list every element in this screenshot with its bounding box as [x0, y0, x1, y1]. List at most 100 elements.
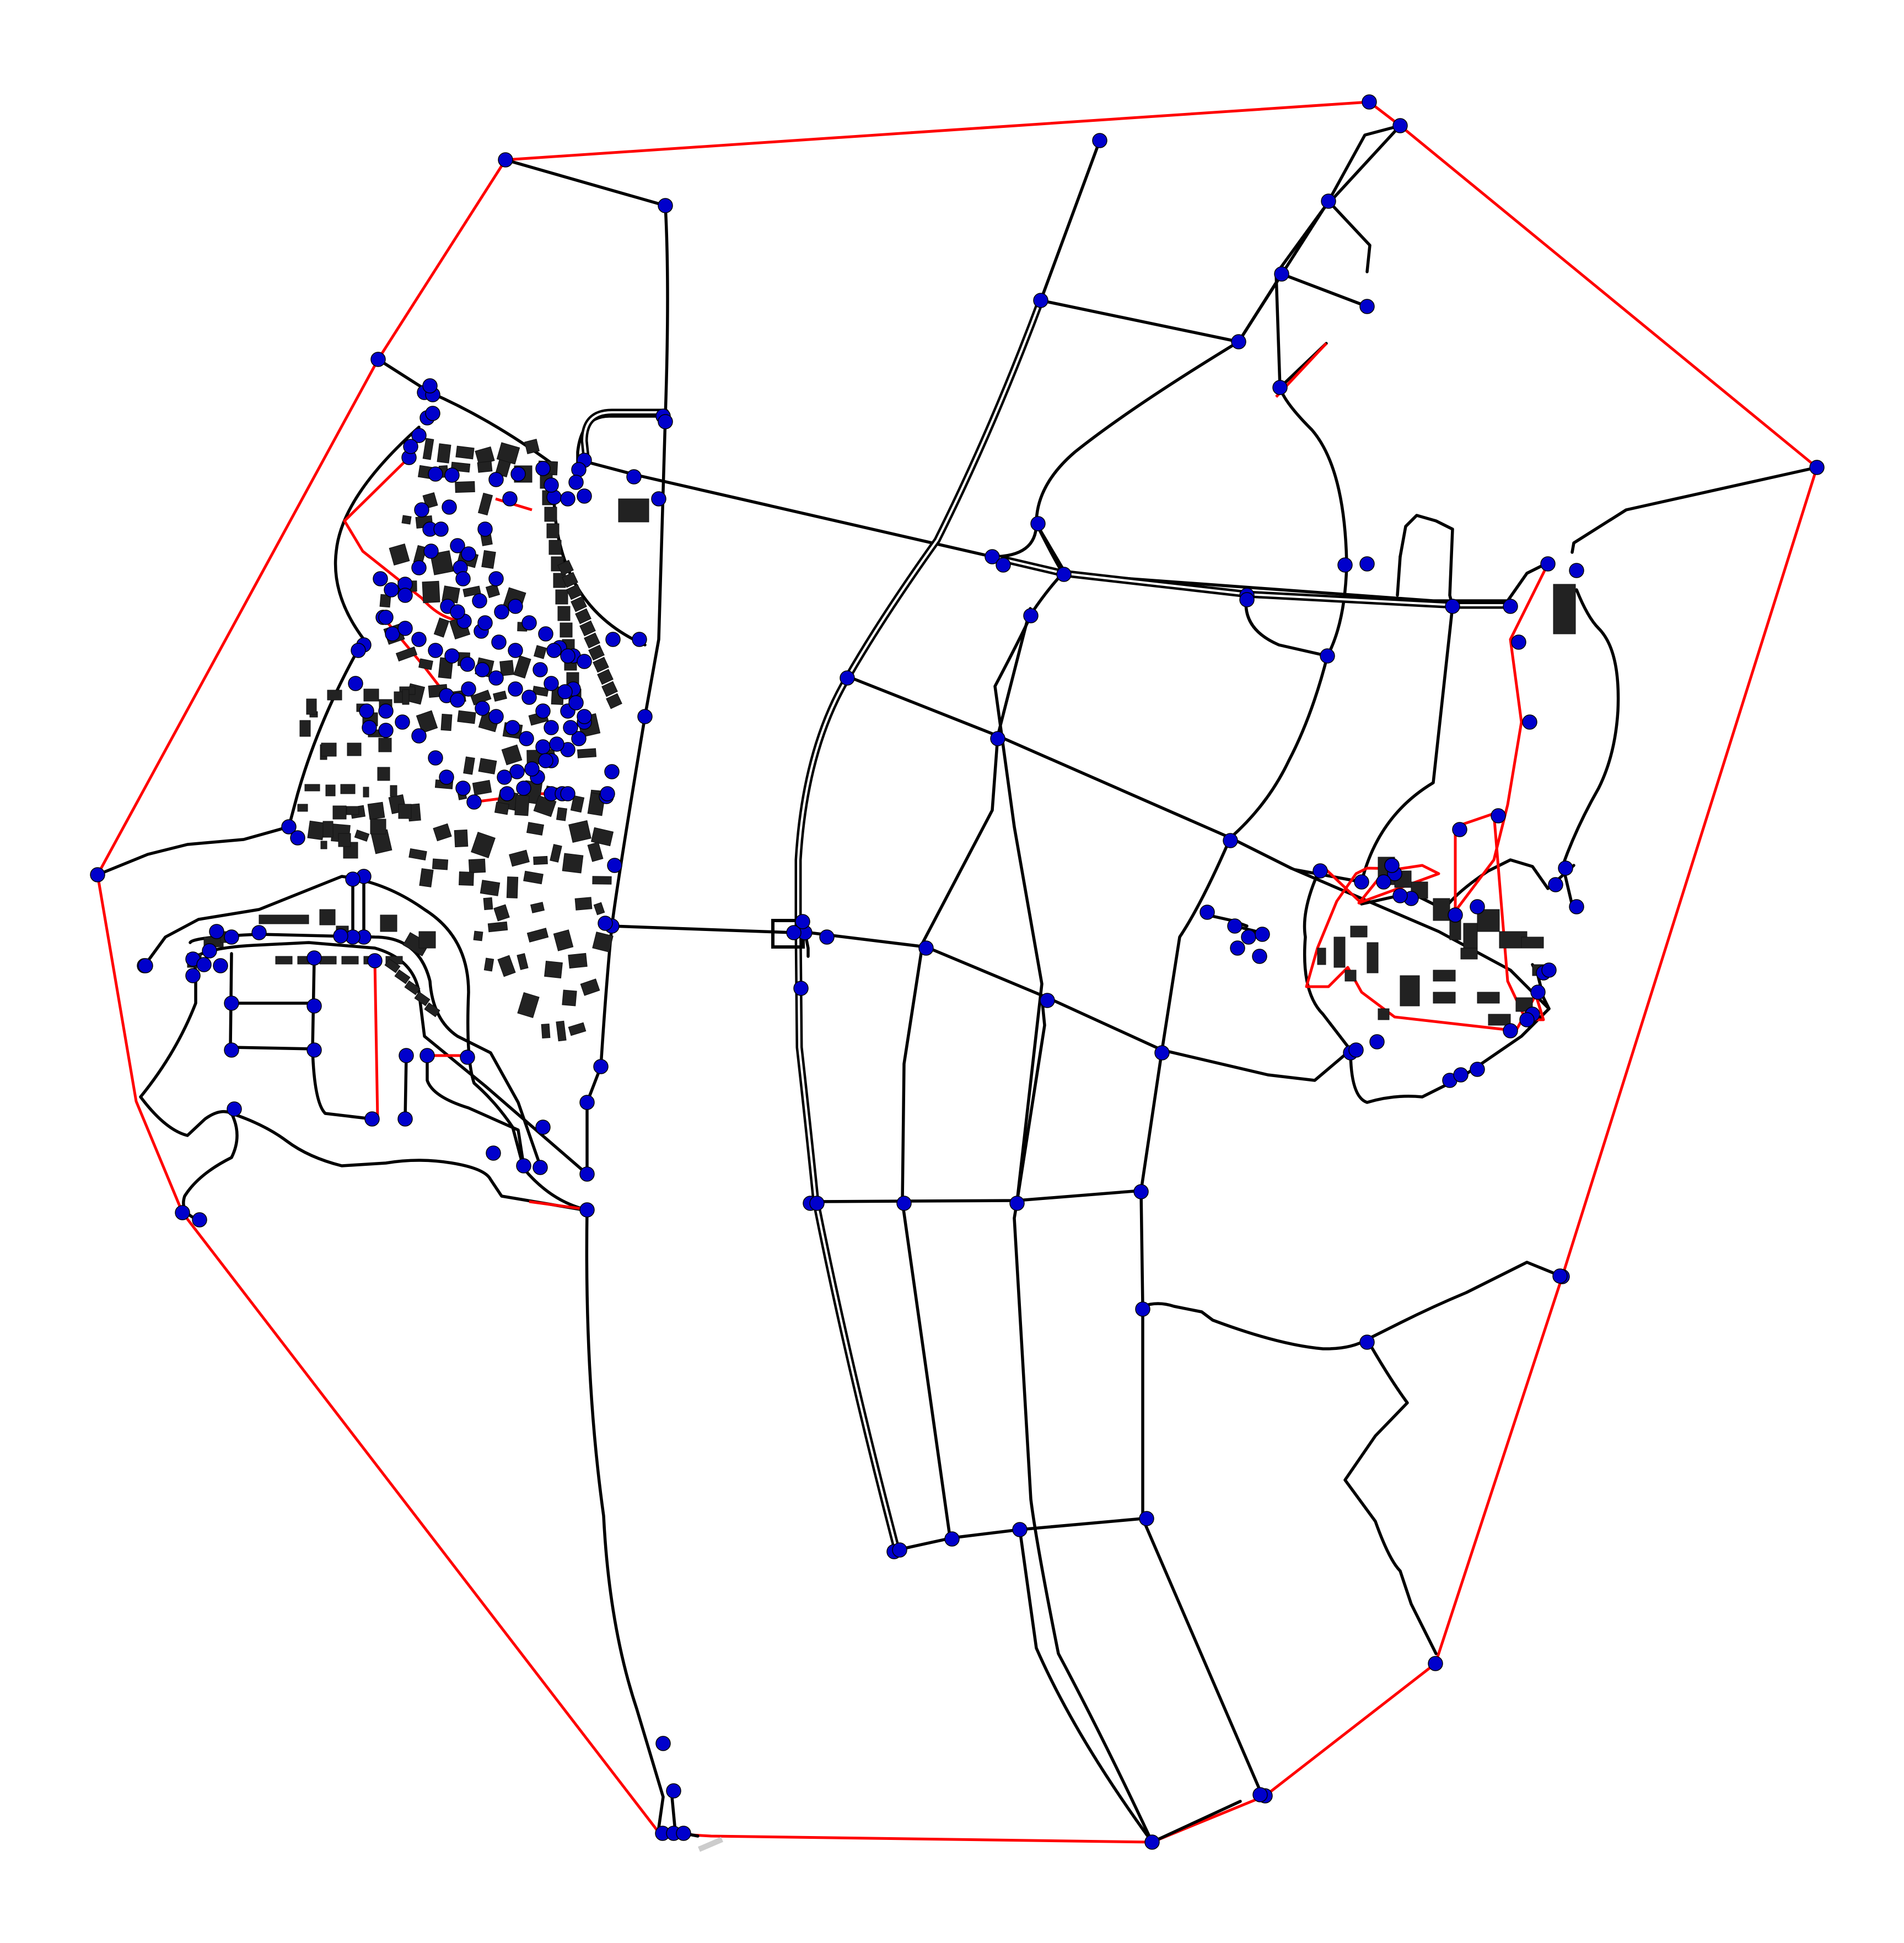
road — [504, 158, 669, 418]
road — [1396, 555, 1402, 597]
node — [516, 1158, 531, 1174]
node — [425, 406, 440, 421]
node — [571, 462, 587, 477]
building — [506, 876, 519, 898]
building — [588, 644, 605, 661]
building — [493, 690, 507, 702]
building — [560, 622, 573, 638]
building — [473, 930, 483, 941]
node — [1569, 899, 1584, 914]
node — [428, 643, 443, 658]
node — [397, 621, 413, 636]
road — [1327, 200, 1371, 273]
road — [1035, 522, 1066, 572]
building — [541, 1024, 551, 1038]
node — [502, 491, 518, 507]
node — [577, 654, 592, 669]
node — [138, 958, 153, 973]
node — [1448, 907, 1463, 923]
node — [598, 916, 613, 931]
road — [901, 607, 1032, 1534]
building — [546, 523, 560, 539]
node — [1239, 592, 1255, 607]
building — [523, 870, 544, 885]
node — [535, 739, 551, 755]
node — [399, 1048, 414, 1063]
node — [486, 1145, 501, 1161]
node — [892, 1542, 907, 1558]
node — [460, 656, 475, 672]
node — [509, 764, 525, 779]
node — [348, 676, 363, 691]
building — [471, 832, 496, 858]
building — [509, 849, 530, 867]
node — [196, 957, 212, 972]
node — [533, 662, 548, 677]
building — [390, 785, 397, 797]
node — [1428, 1656, 1443, 1671]
building — [584, 632, 600, 649]
node — [351, 643, 366, 658]
node — [996, 557, 1011, 573]
building — [414, 991, 431, 1007]
building — [402, 689, 410, 705]
road — [1139, 386, 1348, 1797]
node — [461, 681, 476, 697]
node — [362, 720, 377, 735]
node — [533, 1160, 548, 1175]
building — [419, 868, 434, 887]
node — [546, 643, 562, 658]
building-layer — [187, 438, 1576, 1042]
building — [422, 438, 434, 460]
building — [593, 902, 605, 916]
node — [508, 681, 523, 697]
node — [422, 378, 438, 394]
building — [401, 515, 412, 525]
node — [185, 968, 201, 983]
node — [1354, 874, 1369, 890]
building — [477, 461, 493, 473]
node — [655, 1736, 671, 1751]
building — [327, 690, 342, 701]
building — [601, 681, 618, 697]
building — [550, 844, 562, 863]
node — [538, 753, 553, 768]
node — [450, 692, 465, 708]
building — [593, 656, 609, 673]
building — [370, 819, 386, 835]
building — [424, 1002, 440, 1018]
node — [560, 786, 575, 801]
building — [340, 784, 356, 794]
building — [354, 830, 370, 842]
node — [508, 643, 523, 658]
building — [320, 841, 327, 849]
node — [472, 593, 487, 609]
node — [568, 695, 584, 711]
node — [428, 466, 443, 482]
building — [483, 897, 493, 911]
building — [580, 978, 600, 996]
node — [1313, 863, 1328, 879]
node — [378, 703, 394, 719]
node — [364, 1111, 380, 1127]
road-layer — [96, 124, 1819, 1844]
node — [373, 571, 388, 586]
node — [1139, 1511, 1154, 1526]
node — [395, 714, 410, 730]
building — [480, 880, 501, 896]
road — [1570, 466, 1819, 554]
node — [1445, 599, 1460, 614]
node — [1012, 1522, 1028, 1537]
road — [426, 1059, 525, 1167]
node — [1321, 193, 1336, 209]
building — [477, 492, 493, 516]
node — [224, 995, 239, 1011]
node — [460, 1049, 475, 1065]
node — [577, 709, 592, 724]
node — [1252, 949, 1267, 964]
road — [1280, 272, 1369, 308]
node — [538, 626, 553, 642]
node — [579, 1202, 595, 1218]
road — [585, 1208, 665, 1833]
node — [290, 830, 305, 846]
